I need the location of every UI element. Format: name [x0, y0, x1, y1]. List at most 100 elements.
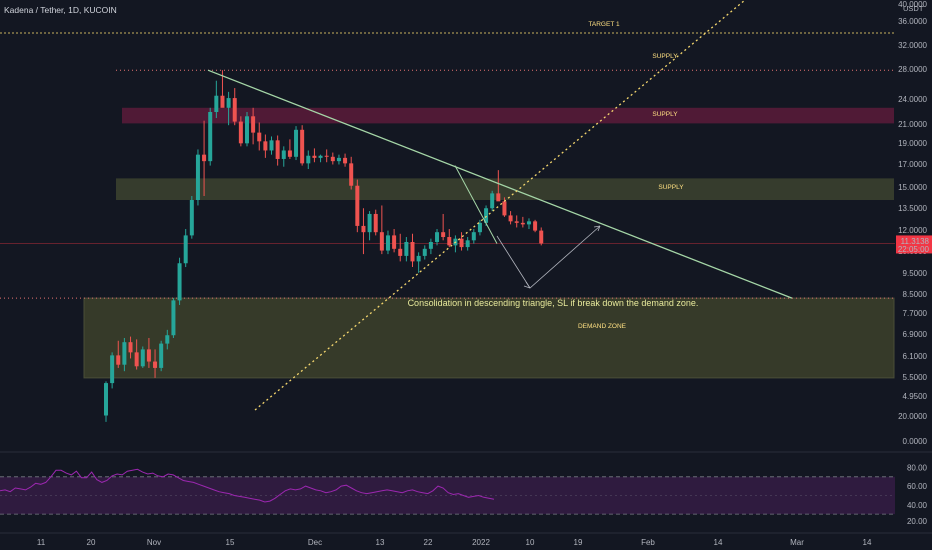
price-axis-tick-label: 4.9500: [903, 392, 928, 401]
time-axis-tick-label: 20: [87, 538, 96, 547]
candle-body: [189, 199, 194, 236]
candle-body: [140, 349, 145, 367]
rsi-axis-tick-label: 80.00: [907, 463, 928, 472]
candle-body: [269, 140, 274, 151]
candle-body: [343, 157, 348, 164]
candle-body: [294, 129, 299, 157]
target-1-label: TARGET 1: [588, 21, 620, 28]
candle-body: [159, 343, 164, 368]
time-axis-tick-label: 22: [424, 538, 433, 547]
symbol-title[interactable]: Kadena / Tether, 1D, KUCOIN: [4, 5, 117, 15]
candle-body: [459, 238, 464, 248]
price-axis-tick-label: 9.5000: [903, 269, 928, 278]
price-axis-tick-label: 5.5000: [903, 373, 928, 382]
price-axis-tick-label: 0.0000: [903, 437, 928, 446]
candle-body: [355, 185, 360, 226]
price-axis-tick-label: 36.0000: [898, 17, 927, 26]
candle-body: [336, 157, 341, 162]
candle-body: [214, 95, 219, 113]
candle-body: [539, 230, 544, 244]
candle-body: [490, 193, 495, 209]
time-axis-tick-label: 13: [376, 538, 385, 547]
price-axis-tick-label: 40.0000: [898, 0, 927, 9]
time-axis-tick-label: 14: [714, 538, 723, 547]
candle-body: [416, 255, 421, 262]
candle-body: [220, 95, 225, 108]
candle-body: [428, 241, 433, 249]
candle-body: [349, 163, 354, 186]
candle-body: [226, 98, 231, 108]
candle-body: [116, 355, 121, 365]
time-axis-tick-label: 10: [526, 538, 535, 547]
candle-body: [410, 241, 415, 262]
descending-trendline: [207, 69, 793, 299]
candle-body: [392, 235, 397, 249]
candle-body: [177, 263, 182, 301]
candle-body: [514, 221, 519, 223]
candle-body: [202, 154, 207, 162]
candle-body: [367, 213, 372, 233]
candle-body: [441, 232, 446, 238]
supply-label-middle-zone: SUPPLY: [658, 184, 684, 191]
candle-body: [171, 300, 176, 336]
demand-zone-label: DEMAND ZONE: [578, 323, 627, 330]
candle-body: [404, 241, 409, 256]
supply-label-upper-zone: SUPPLY: [652, 111, 678, 118]
candle-body: [508, 215, 513, 222]
candle-body: [238, 121, 243, 144]
projected-path-arrowhead-down: [523, 281, 531, 289]
price-axis-tick-label: 7.7000: [903, 309, 928, 318]
candle-body: [422, 248, 427, 256]
candle-body: [471, 232, 476, 241]
candle-body: [312, 155, 317, 158]
candle-body: [330, 156, 335, 162]
time-axis-tick-label: 15: [226, 538, 235, 547]
price-axis-tick-label: 8.5000: [903, 290, 928, 299]
candle-body: [398, 248, 403, 256]
candle-body: [251, 116, 256, 133]
rsi-axis-tick-label: 40.00: [907, 501, 928, 510]
time-axis-tick-label: Nov: [147, 538, 161, 547]
candle-countdown: 22:05:00: [898, 245, 930, 254]
demand-zone: [83, 297, 895, 379]
quote-currency-label: USDT: [903, 4, 924, 13]
candle-body: [183, 235, 188, 264]
current-price-value: 11.3138: [901, 237, 930, 246]
price-axis-tick-label: 17.0000: [898, 160, 927, 169]
candle-body: [477, 222, 482, 233]
rsi-axis-tick-label: 20.00: [907, 517, 928, 526]
candle-body: [165, 335, 170, 344]
candle-body: [318, 155, 323, 158]
time-axis-tick-label: Mar: [790, 538, 804, 547]
candle-body: [104, 383, 108, 416]
time-axis-tick-label: 2022: [472, 538, 490, 547]
candle-body: [134, 352, 139, 367]
rsi-axis-tick-label: 60.00: [907, 482, 928, 491]
candle-body: [484, 208, 489, 223]
time-axis-tick-label: 14: [863, 538, 872, 547]
candle-body: [526, 221, 531, 225]
supply-zone-upper: [122, 107, 894, 124]
projected-path-arrowhead-up: [593, 225, 601, 232]
candle-body: [306, 155, 311, 164]
current-price-tag[interactable]: [896, 235, 932, 254]
candle-body: [533, 221, 538, 231]
price-axis-tick-label: 13.5000: [898, 204, 927, 213]
candle-body: [324, 155, 329, 157]
candle-body: [465, 240, 470, 248]
price-axis-tick-label: 19.0000: [898, 139, 927, 148]
time-axis-tick-label: 19: [574, 538, 583, 547]
candle-body: [195, 154, 200, 200]
candle-body: [122, 342, 127, 365]
consolidation-note: Consolidation in descending triangle, SL…: [408, 298, 699, 308]
candle-body: [146, 349, 151, 362]
candle-body: [496, 193, 501, 202]
candle-body: [379, 232, 384, 251]
time-axis-tick-label: Feb: [641, 538, 655, 547]
candle-body: [287, 150, 292, 157]
candle-body: [385, 235, 390, 251]
candle-body: [502, 201, 507, 216]
